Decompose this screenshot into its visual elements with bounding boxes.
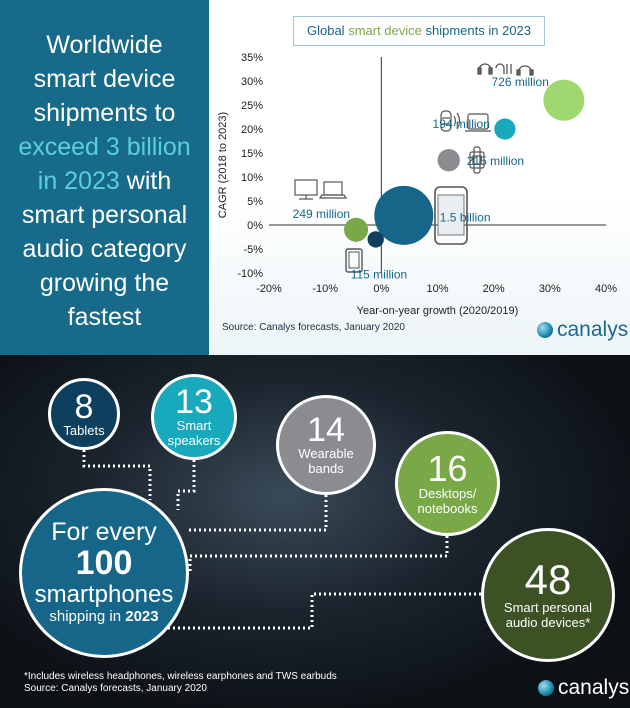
ratio-value: 48 xyxy=(524,556,572,604)
headline-highlight: exceed 3 billion xyxy=(18,133,191,161)
y-tick-label: 35% xyxy=(241,52,263,64)
y-tick-label: 0% xyxy=(247,220,263,232)
headline-line: smart personal xyxy=(21,201,188,229)
bubble-label: 194 million xyxy=(433,117,490,131)
y-tick-label: 30% xyxy=(241,76,263,88)
chart-panel xyxy=(209,0,630,355)
connector-speakers xyxy=(176,460,196,510)
ratio-bands-bubble: 14 Wearable bands xyxy=(276,395,376,495)
ratio-desktops-bubble: 16 Desktops/ notebooks xyxy=(395,431,500,536)
headline-panel: Worldwide smart device shipments to exce… xyxy=(0,0,209,355)
y-tick-label: 15% xyxy=(241,148,263,160)
canalys-logo: canalys xyxy=(537,318,628,342)
headline-text: with xyxy=(119,167,172,195)
ratio-label: Smart xyxy=(176,418,212,434)
footnote-line: *Includes wireless headphones, wireless … xyxy=(24,671,337,682)
desktop-icon xyxy=(294,179,348,200)
headline-line: in 2023 with xyxy=(0,164,209,198)
speaker-icon xyxy=(440,110,491,132)
ratio-value: 14 xyxy=(307,411,345,450)
ratio-label: speakers xyxy=(167,433,221,448)
bubble-wearable-bands xyxy=(437,149,460,172)
bubble-smart-personal-audio xyxy=(543,79,585,121)
canalys-logo-icon xyxy=(538,680,554,696)
ratio-label: bands xyxy=(308,461,344,476)
canalys-logo-bottom: canalys xyxy=(538,676,629,700)
x-axis-label: Year-on-year growth (2020/2019) xyxy=(357,305,519,317)
y-tick-label: 5% xyxy=(247,196,263,208)
ratio-text: shipping in 2023 xyxy=(49,608,158,627)
y-axis-label: CAGR (2018 to 2023) xyxy=(217,112,229,218)
x-tick-label: 40% xyxy=(595,283,617,295)
y-tick-label: 10% xyxy=(241,172,263,184)
ratio-label: audio devices* xyxy=(505,615,591,630)
canalys-logo-icon xyxy=(537,322,553,338)
tablet-icon xyxy=(345,248,363,273)
headline: Worldwide smart device shipments to exce… xyxy=(0,28,209,334)
x-tick-label: -20% xyxy=(256,283,282,295)
headline-line: Worldwide xyxy=(46,31,163,59)
x-tick-label: -10% xyxy=(312,283,338,295)
chart-title-highlight: smart device xyxy=(348,23,422,38)
connector-desktops xyxy=(188,536,449,573)
y-tick-label: -10% xyxy=(237,268,263,280)
x-tick-label: 30% xyxy=(539,283,561,295)
footnote: *Includes wireless headphones, wireless … xyxy=(24,671,337,695)
scatter-chart: -20% -10% 0% 10% 20% 30% 40% 35% 30% 25% 20% 15% 10%… xyxy=(217,52,617,317)
ratio-text-part: shipping in xyxy=(49,608,126,626)
footnote-source: Source: Canalys forecasts, January 2020 xyxy=(24,683,207,694)
ratio-label: Smart personal xyxy=(503,600,593,616)
ratio-label: Wearable xyxy=(298,446,354,462)
ratio-value: 100 xyxy=(75,544,133,583)
chart-source: Source: Canalys forecasts, January 2020 xyxy=(222,322,405,333)
x-tick-label: 0% xyxy=(373,283,389,295)
bubble-smart-speakers xyxy=(494,118,516,140)
ratio-text: smartphones xyxy=(34,581,174,609)
ratio-speakers-bubble: 13 Smart speakers xyxy=(151,374,237,460)
bubble-label: 115 million xyxy=(351,267,407,281)
ratio-value: 13 xyxy=(175,383,213,422)
bubble-label: 1.5 billion xyxy=(440,210,491,224)
chart-title: Global smart device shipments in 2023 xyxy=(293,16,545,46)
connector-bands xyxy=(189,495,328,532)
headline-line: growing the xyxy=(39,269,170,297)
ratio-text: For every xyxy=(51,517,157,546)
ratio-value: 8 xyxy=(74,387,94,426)
bubble-desktops-notebooks xyxy=(344,217,369,242)
y-tick-label: 20% xyxy=(241,124,263,136)
y-tick-label: 25% xyxy=(241,100,263,112)
headphones-icon xyxy=(477,63,534,76)
wearable-band-icon xyxy=(469,146,485,174)
headline-line: fastest xyxy=(67,303,142,331)
logo-text: canalys xyxy=(557,318,629,341)
y-tick-label: -5% xyxy=(243,244,263,256)
headline-line: smart device xyxy=(33,65,176,93)
bubble-smartphones xyxy=(374,185,434,245)
ratio-value: 16 xyxy=(427,447,468,489)
ratio-year: 2023 xyxy=(125,608,159,626)
ratio-label: Tablets xyxy=(63,422,105,438)
device-icons xyxy=(294,63,534,273)
smartphone-icon xyxy=(434,186,468,245)
ratio-label: Desktops/ xyxy=(418,485,477,501)
bubble-label: 215 million xyxy=(467,154,524,168)
headline-line: audio category xyxy=(22,235,187,263)
headline-highlight: in 2023 xyxy=(37,167,120,195)
chart-marks: 726 million 194 million 215 million 1.5 bil… xyxy=(293,75,585,281)
logo-text: canalys xyxy=(558,676,630,699)
bubble-tablets xyxy=(367,231,384,248)
headline-line: shipments to xyxy=(33,99,176,127)
bubble-label: 249 million xyxy=(293,207,350,221)
chart-title-part: Global xyxy=(306,23,349,38)
x-tick-label: 10% xyxy=(426,283,448,295)
bubble-label: 726 million xyxy=(492,75,549,89)
x-tick-label: 20% xyxy=(483,283,505,295)
connector-audio xyxy=(140,592,481,630)
ratio-audio-bubble: 48 Smart personal audio devices* xyxy=(481,528,615,662)
ratio-smartphones-bubble: For every 100 smartphones shipping in 20… xyxy=(19,488,189,658)
ratio-tablets-bubble: 8 Tablets xyxy=(48,378,120,450)
chart-title-part: shipments in 2023 xyxy=(421,23,532,38)
ratio-label: notebooks xyxy=(417,500,478,516)
